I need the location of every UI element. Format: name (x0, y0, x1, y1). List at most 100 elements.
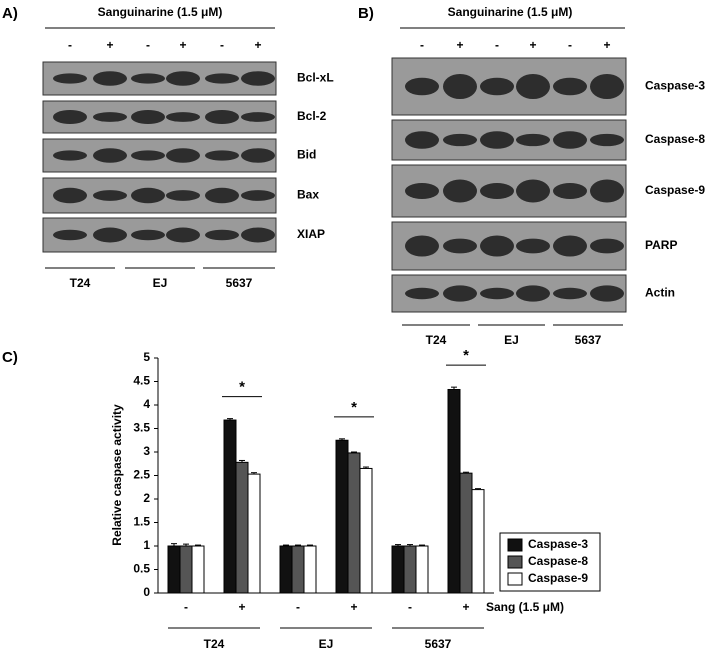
y-tick-label: 2.5 (133, 468, 150, 482)
y-tick-label: 0 (143, 585, 150, 599)
blot-band (131, 109, 165, 125)
x-tick-label: + (350, 600, 357, 614)
bar (403, 545, 417, 594)
blot-label: Bid (297, 148, 316, 162)
lane-sign: - (146, 38, 150, 52)
blot-band (53, 229, 87, 241)
cell-line: 5637 (575, 333, 602, 347)
group-label: T24 (204, 637, 225, 651)
panel-label: C) (2, 349, 18, 366)
bar (279, 545, 293, 594)
blot-band (205, 150, 239, 161)
treatment-label: Sanguinarine (1.5 μM) (448, 5, 573, 19)
lane-sign: - (568, 38, 572, 52)
lane-sign: + (529, 38, 536, 52)
treatment-label: Sanguinarine (1.5 μM) (98, 5, 223, 19)
blot-band (166, 190, 200, 201)
blot-band (516, 133, 550, 147)
blot-band (443, 73, 477, 100)
blot-band (516, 285, 550, 302)
lane-sign: + (179, 38, 186, 52)
y-tick-label: 5 (143, 350, 150, 364)
blot-label: Bcl-xL (297, 71, 334, 85)
blot-band (516, 179, 550, 203)
blot-band (480, 235, 514, 257)
blot-band (405, 287, 439, 300)
blot-band (553, 131, 587, 149)
legend-label: Caspase-9 (528, 571, 588, 585)
bar (415, 545, 429, 594)
blot-band (93, 227, 127, 243)
blot-band (205, 187, 239, 204)
blot-band (590, 73, 624, 100)
blot-band (241, 227, 275, 243)
blot-band (53, 187, 87, 204)
blot-band (53, 150, 87, 161)
bar (471, 489, 485, 594)
bar (191, 545, 205, 594)
blot-band (93, 148, 127, 163)
y-tick-label: 1 (143, 538, 150, 552)
bar (459, 472, 473, 594)
bar (167, 545, 181, 594)
y-tick-label: 3.5 (133, 421, 150, 435)
blot-band (553, 287, 587, 300)
blot-band (241, 190, 275, 201)
blot-label: Caspase-9 (645, 183, 705, 197)
blot-label: Caspase-8 (645, 132, 705, 146)
blot-band (480, 182, 514, 200)
blot-band (590, 133, 624, 147)
lane-sign: + (456, 38, 463, 52)
blot-band (166, 112, 200, 122)
bar (347, 452, 361, 594)
legend-swatch (507, 555, 523, 569)
lane-sign: - (420, 38, 424, 52)
blot-band (405, 77, 439, 96)
x-tick-label: - (296, 600, 300, 614)
legend-swatch (507, 538, 523, 552)
blot-band (480, 287, 514, 300)
bar (291, 545, 305, 594)
x-tick-label: - (184, 600, 188, 614)
significance-mark: * (351, 399, 357, 416)
panel-label: A) (2, 5, 18, 22)
blot-band (553, 77, 587, 96)
blot-band (205, 73, 239, 84)
blot-label: Bcl-2 (297, 109, 327, 123)
significance-mark: * (239, 379, 245, 396)
blot-band (405, 182, 439, 200)
blot-band (241, 148, 275, 163)
legend-label: Caspase-3 (528, 537, 588, 551)
blot-band (241, 71, 275, 86)
blot-label: Bax (297, 188, 319, 202)
blot-band (241, 112, 275, 122)
blot-band (93, 71, 127, 86)
blot-band (516, 73, 550, 100)
bar (223, 419, 237, 594)
x-tick-label: - (408, 600, 412, 614)
blot-band (480, 131, 514, 149)
lane-sign: + (106, 38, 113, 52)
blot-band (131, 187, 165, 204)
blot-label: PARP (645, 238, 677, 252)
y-tick-label: 4.5 (133, 374, 150, 388)
bar (391, 545, 405, 594)
x-tick-label: + (238, 600, 245, 614)
y-tick-label: 4 (143, 397, 150, 411)
blot-band (590, 285, 624, 302)
significance-mark: * (463, 347, 469, 364)
y-tick-label: 1.5 (133, 515, 150, 529)
blot-band (516, 238, 550, 254)
bar (247, 473, 261, 594)
cell-line: 5637 (226, 276, 253, 290)
blot-band (405, 131, 439, 149)
blot-band (590, 179, 624, 203)
blot-band (166, 227, 200, 243)
treatment-label: Sang (1.5 μM) (486, 600, 564, 614)
blot-band (443, 133, 477, 147)
lane-sign: - (68, 38, 72, 52)
blot-band (205, 109, 239, 125)
blot-band (53, 73, 87, 84)
lane-sign: - (495, 38, 499, 52)
blot-label: Caspase-3 (645, 79, 705, 93)
